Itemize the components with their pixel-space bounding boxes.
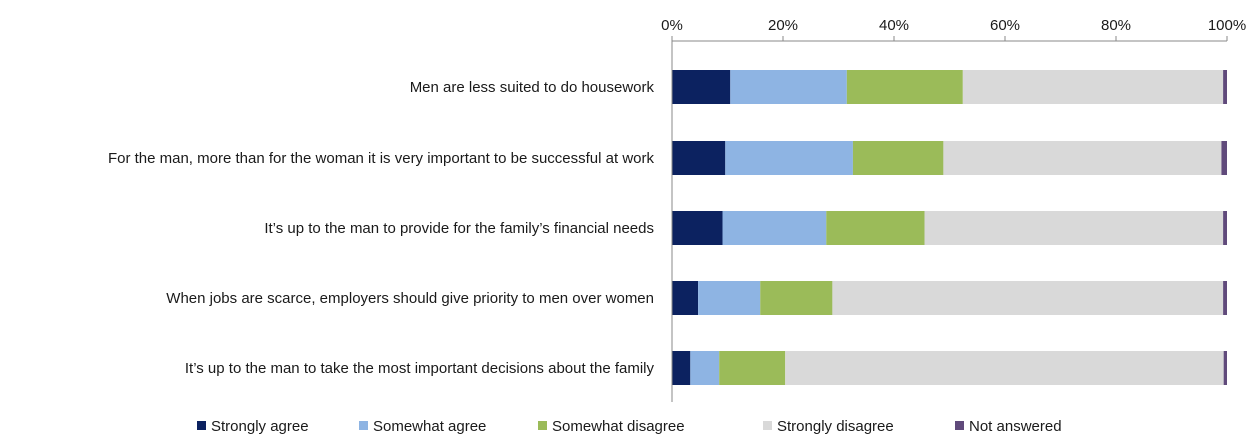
bar-segment-not-answered bbox=[1223, 211, 1227, 245]
bar-segment-somewhat-disagree bbox=[852, 141, 944, 175]
category-labels: Men are less suited to do housework For t… bbox=[108, 79, 655, 377]
x-tick-label: 0% bbox=[661, 17, 683, 34]
bar-segment-somewhat-agree bbox=[722, 211, 827, 245]
category-label: For the man, more than for the woman it … bbox=[108, 150, 655, 167]
bar-segment-strongly-disagree bbox=[832, 281, 1224, 315]
x-tick-label: 20% bbox=[768, 17, 798, 34]
category-label: It’s up to the man to provide for the fa… bbox=[264, 220, 654, 237]
bar-segment-somewhat-disagree bbox=[719, 351, 786, 385]
bars bbox=[672, 70, 1227, 385]
legend-label-somewhat-agree: Somewhat agree bbox=[373, 418, 486, 435]
bar-segment-strongly-agree bbox=[672, 211, 723, 245]
bar-segment-strongly-agree bbox=[672, 70, 731, 104]
bar-segment-not-answered bbox=[1223, 281, 1227, 315]
x-tick-label: 60% bbox=[990, 17, 1020, 34]
x-axis-ticks: 0% 20% 40% 60% 80% 100% bbox=[661, 17, 1246, 42]
legend-label-not-answered: Not answered bbox=[969, 418, 1062, 435]
legend-label-somewhat-disagree: Somewhat disagree bbox=[552, 418, 685, 435]
x-tick-label: 40% bbox=[879, 17, 909, 34]
bar-segment-somewhat-agree bbox=[725, 141, 853, 175]
legend-swatch-strongly-agree bbox=[197, 421, 206, 430]
bar-segment-strongly-disagree bbox=[924, 211, 1224, 245]
bar-segment-somewhat-agree bbox=[690, 351, 720, 385]
legend-swatch-strongly-disagree bbox=[763, 421, 772, 430]
x-tick-label: 80% bbox=[1101, 17, 1131, 34]
category-label: Men are less suited to do housework bbox=[410, 79, 655, 96]
category-label: It’s up to the man to take the most impo… bbox=[185, 360, 655, 377]
bar-segment-strongly-disagree bbox=[943, 141, 1222, 175]
bar-segment-strongly-disagree bbox=[962, 70, 1224, 104]
legend-swatch-somewhat-disagree bbox=[538, 421, 547, 430]
bar-segment-not-answered bbox=[1223, 70, 1227, 104]
legend-swatch-somewhat-agree bbox=[359, 421, 368, 430]
bar-segment-strongly-agree bbox=[672, 141, 726, 175]
legend-label-strongly-agree: Strongly agree bbox=[211, 418, 309, 435]
bar-segment-not-answered bbox=[1221, 141, 1227, 175]
legend-label-strongly-disagree: Strongly disagree bbox=[777, 418, 894, 435]
bar-segment-somewhat-agree bbox=[698, 281, 761, 315]
bar-segment-somewhat-disagree bbox=[846, 70, 963, 104]
category-label: When jobs are scarce, employers should g… bbox=[166, 290, 654, 307]
bar-segment-somewhat-disagree bbox=[760, 281, 833, 315]
bar-segment-strongly-disagree bbox=[785, 351, 1224, 385]
bar-segment-somewhat-agree bbox=[730, 70, 847, 104]
legend: Strongly agree Somewhat agree Somewhat dis… bbox=[197, 418, 1062, 435]
bar-segment-strongly-agree bbox=[672, 281, 699, 315]
bar-segment-strongly-agree bbox=[672, 351, 691, 385]
bar-segment-not-answered bbox=[1223, 351, 1227, 385]
legend-swatch-not-answered bbox=[955, 421, 964, 430]
x-tick-label: 100% bbox=[1208, 17, 1246, 34]
bar-segment-somewhat-disagree bbox=[826, 211, 925, 245]
